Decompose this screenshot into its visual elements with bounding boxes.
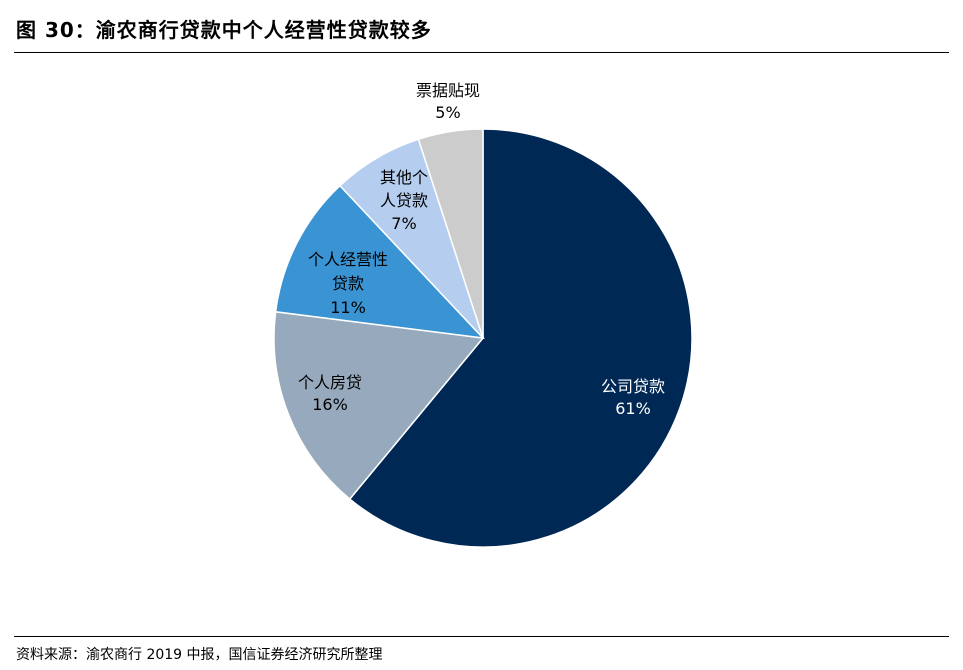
pie-label-5: 票据贴现 5% bbox=[416, 81, 480, 122]
pie-label-1: 公司贷款 61% bbox=[601, 377, 665, 418]
pie-label-3: 个人经营性贷款 11% bbox=[308, 250, 388, 317]
pie-slice-2 bbox=[273, 310, 485, 501]
pie-slice-5 bbox=[417, 128, 484, 339]
source-bar: 资料来源：渝农商行 2019 中报，国信证券经济研究所整理 bbox=[14, 636, 949, 663]
title-bar: 图 30：渝农商行贷款中个人经营性贷款较多 bbox=[14, 0, 949, 53]
pie-label-4: 其他个人贷款 7% bbox=[380, 168, 428, 233]
source-note: 资料来源：渝农商行 2019 中报，国信证券经济研究所整理 bbox=[16, 647, 383, 663]
pie-slice-1 bbox=[348, 128, 693, 548]
page-title: 图 30：渝农商行贷款中个人经营性贷款较多 bbox=[16, 18, 432, 42]
pie-label-2: 个人房贷 16% bbox=[298, 373, 362, 414]
pie-slice-3 bbox=[274, 184, 485, 340]
pie-labels: 公司贷款 61% 个人房贷 16% 个人经营性贷款 11% 其他个人贷款 7% 票据贴现 5% bbox=[298, 81, 665, 418]
pie-slices bbox=[273, 128, 693, 548]
